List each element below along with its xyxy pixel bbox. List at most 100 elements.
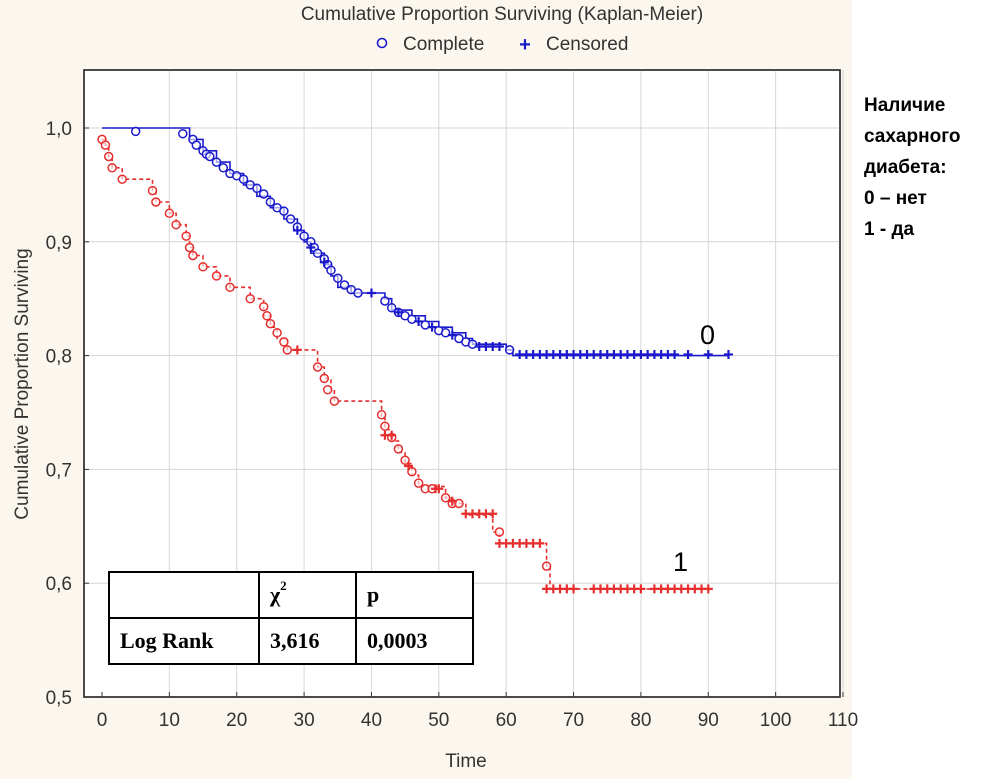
complete-point	[386, 303, 397, 313]
complete-point	[218, 163, 229, 173]
table-header-p: p	[355, 571, 474, 619]
complete-point	[440, 328, 451, 338]
censored-point	[494, 341, 504, 351]
complete-point	[205, 151, 215, 162]
x-tick-label: 20	[226, 710, 247, 731]
complete-point	[245, 293, 255, 304]
complete-point	[100, 140, 111, 150]
y-tick-label: 0,7	[46, 460, 72, 481]
complete-point	[467, 339, 478, 349]
axis-ticks: 0 10 20 30 40 50 60 70 80 90 100 1100,50,60,70,80,9…	[46, 119, 859, 731]
complete-point	[191, 140, 202, 150]
censored-point	[292, 345, 302, 355]
censored-point	[703, 349, 713, 359]
complete-point	[211, 271, 222, 281]
complete-point	[400, 455, 410, 466]
censored-point	[447, 496, 457, 506]
complete-point	[265, 318, 276, 329]
x-tick-label: 60	[496, 710, 517, 731]
complete-point	[265, 197, 276, 207]
series-0	[102, 126, 733, 359]
complete-point	[198, 262, 208, 272]
x-tick-label: 70	[563, 710, 584, 731]
series-1-label: 1	[673, 547, 688, 577]
note-line-3: диабета:	[864, 157, 947, 178]
complete-point	[103, 151, 114, 162]
complete-point	[258, 301, 269, 312]
legend-complete-label: Complete	[403, 34, 484, 55]
complete-point	[282, 345, 293, 355]
complete-point	[407, 466, 417, 477]
complete-point	[151, 197, 161, 207]
plot-frame	[83, 69, 841, 698]
series-0-label: 0	[700, 320, 715, 350]
table-row: Log Rank 3,616 0,0003	[108, 617, 474, 665]
complete-point	[117, 174, 127, 184]
complete-point	[164, 208, 175, 219]
complete-point	[184, 242, 195, 253]
censored-point	[636, 584, 646, 594]
note-line-5: 1 - да	[864, 219, 915, 240]
y-tick-label: 1,0	[46, 119, 72, 140]
complete-point	[312, 248, 323, 258]
complete-point	[225, 282, 235, 293]
complete-point	[333, 273, 343, 283]
y-tick-label: 0,9	[46, 233, 72, 254]
complete-point	[107, 163, 117, 173]
x-axis-label: Time	[445, 751, 487, 772]
p-value: 0,0003	[355, 617, 474, 665]
x-tick-label: 40	[361, 710, 382, 731]
censored-point	[488, 509, 498, 519]
note-line-4: 0 – нет	[864, 188, 927, 209]
row-label-log-rank: Log Rank	[108, 617, 260, 665]
censored-point	[414, 316, 424, 326]
complete-point	[238, 174, 249, 184]
censored-point	[569, 584, 579, 594]
x-tick-label: 30	[294, 710, 315, 731]
complete-point	[413, 478, 424, 488]
complete-point	[279, 206, 289, 216]
note-line-2: сахарного	[864, 126, 961, 147]
censored-point	[366, 288, 376, 298]
complete-point	[252, 183, 262, 194]
complete-point	[285, 214, 296, 224]
complete-point	[272, 328, 282, 338]
censored-point	[434, 484, 444, 494]
series-1	[97, 134, 713, 594]
complete-point	[258, 189, 269, 199]
complete-point	[188, 250, 198, 261]
legend-complete-marker	[376, 37, 388, 49]
censored-point	[703, 584, 713, 594]
x-tick-label: 80	[630, 710, 651, 731]
censored-point	[670, 349, 680, 359]
x-tick-label: 110	[828, 710, 858, 731]
complete-point	[312, 362, 323, 372]
complete-point	[541, 561, 552, 571]
table-header-chi: χ2	[258, 571, 357, 619]
y-tick-label: 0,8	[46, 347, 72, 368]
legend-censored-marker: +	[519, 34, 531, 56]
complete-point	[504, 345, 515, 355]
censored-point	[306, 242, 316, 252]
complete-point	[380, 296, 390, 306]
complete-point	[130, 126, 141, 137]
legend: Complete + Censored	[376, 34, 628, 56]
complete-point	[393, 444, 404, 454]
complete-point	[454, 498, 464, 509]
x-tick-label: 90	[698, 710, 719, 731]
complete-point	[147, 185, 158, 196]
censored-point	[387, 430, 397, 440]
x-tick-label: 0	[97, 710, 108, 731]
table-header-row: χ2 p	[108, 571, 474, 619]
chi-symbol: χ	[270, 582, 281, 607]
table-header-empty	[108, 571, 260, 619]
x-tick-label: 50	[428, 710, 449, 731]
y-axis-label: Cumulative Proportion Surviving	[12, 248, 33, 519]
complete-point	[420, 320, 431, 330]
censored-point	[723, 349, 733, 359]
note-line-1: Наличие	[864, 95, 946, 116]
complete-point	[329, 396, 340, 406]
censored-point	[535, 538, 545, 548]
complete-point	[494, 527, 505, 537]
censored-point	[319, 257, 329, 267]
